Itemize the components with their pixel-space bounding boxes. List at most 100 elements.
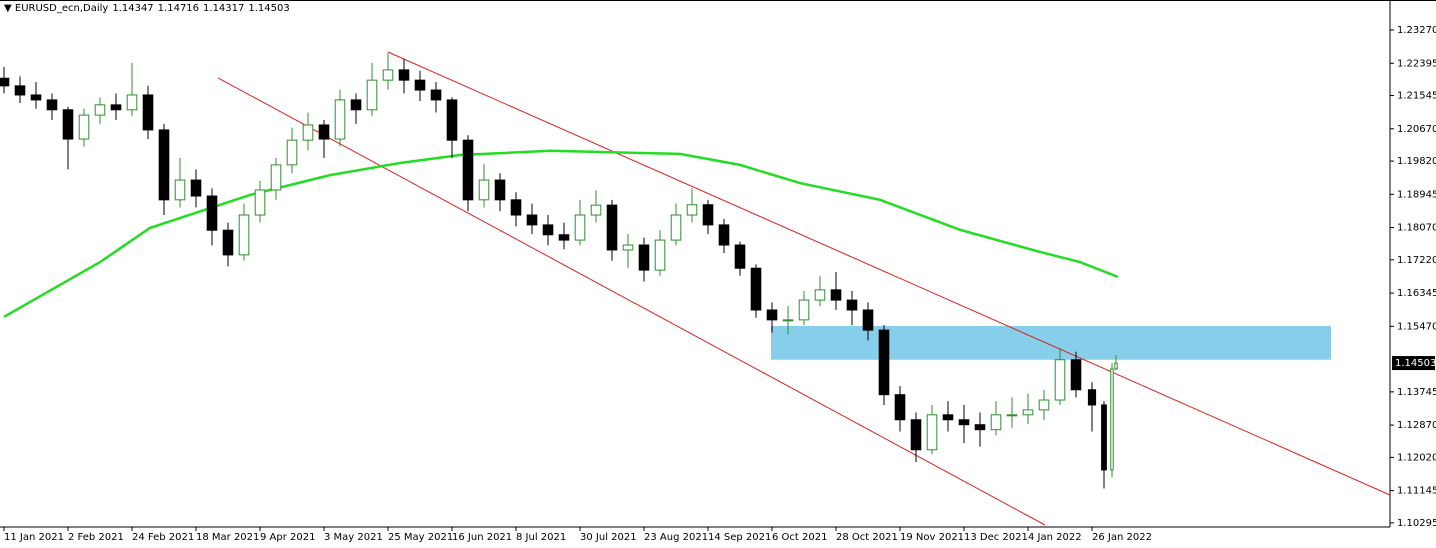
candle-body [686, 204, 698, 216]
candle-body [14, 85, 26, 96]
y-tick-label: 1.18070 [1397, 223, 1436, 234]
candle-body [494, 179, 506, 201]
x-tick-label: 24 Feb 2021 [132, 532, 194, 543]
y-tick-label: 1.15470 [1397, 321, 1436, 332]
trend-line [217, 77, 1046, 526]
candle-body [654, 239, 666, 271]
y-tick-label: 1.10295 [1397, 518, 1436, 529]
y-tick-label: 1.12020 [1397, 452, 1436, 463]
trend-line [387, 51, 1391, 496]
candle-body [942, 414, 954, 421]
ohlc-value: 1.14347 [112, 3, 154, 14]
candle-body [958, 419, 970, 426]
candle-body [126, 94, 138, 111]
x-tick-label: 25 May 2021 [388, 532, 453, 543]
x-tick-label: 6 Oct 2021 [772, 532, 827, 543]
candle-body [734, 244, 746, 269]
y-tick-label: 1.16345 [1397, 288, 1436, 299]
candle-body [1087, 389, 1097, 406]
ohlc-value: 1.14503 [248, 3, 290, 14]
candle-body [766, 309, 778, 321]
candle-body [830, 289, 842, 301]
x-tick-label: 26 Jan 2022 [1092, 532, 1152, 543]
candle-body [1114, 362, 1118, 370]
x-tick-label: 9 Apr 2021 [260, 532, 315, 543]
last-price-box [1392, 356, 1435, 371]
x-tick-label: 18 Mar 2021 [196, 532, 259, 543]
candle-body [1054, 359, 1066, 401]
candle-body [862, 309, 874, 331]
x-tick-label: 30 Jul 2021 [580, 532, 637, 543]
x-tick-label: 13 Dec 2021 [964, 532, 1028, 543]
candle-body [1022, 409, 1034, 416]
candle-body [334, 99, 346, 140]
candle-body [990, 414, 1002, 431]
candle-body [750, 267, 762, 311]
candle-body [974, 424, 986, 431]
candle-body [222, 229, 234, 256]
candle-body [798, 299, 810, 321]
moving-average [3, 149, 1119, 318]
candle-body [926, 414, 938, 451]
candle-body [510, 199, 522, 216]
candle-body [158, 129, 170, 201]
candle-body [478, 179, 490, 201]
y-tick-label: 1.21545 [1397, 91, 1436, 102]
candle-body [190, 179, 202, 197]
candle-body [622, 244, 634, 251]
candle-body [398, 69, 410, 81]
candle-body [1110, 368, 1114, 471]
candle-body [94, 104, 106, 116]
candle-body [142, 94, 154, 131]
x-tick-label: 8 Jul 2021 [516, 532, 566, 543]
y-tick-label: 1.18945 [1397, 189, 1436, 200]
candle-body [718, 224, 730, 246]
candle-body [270, 164, 282, 191]
symbol-title: EURUSD_ecn,Daily [14, 3, 109, 14]
candle-body [1006, 414, 1018, 417]
y-tick-label: 1.20670 [1397, 124, 1436, 135]
candle-body [846, 299, 858, 311]
candle-body [350, 99, 362, 111]
x-tick-label: 16 Jun 2021 [452, 532, 512, 543]
x-tick-label: 4 Jan 2022 [1028, 532, 1082, 543]
candle-body [110, 104, 122, 111]
chart-header: ▼ EURUSD_ecn,Daily 1.14347 1.14716 1.14317 1… [4, 3, 290, 14]
candle-body [782, 319, 794, 322]
candle-body [174, 179, 186, 201]
candle-body [670, 214, 682, 241]
candle-body [638, 244, 650, 271]
candle-body [1070, 359, 1082, 391]
candle-body [382, 69, 394, 81]
candle-body [590, 204, 602, 216]
candle-body [446, 99, 458, 141]
candle-body [78, 114, 90, 140]
candle-body [62, 109, 74, 140]
price-zone [771, 325, 1331, 360]
x-tick-label: 11 Jan 2021 [4, 532, 64, 543]
y-tick-label: 1.22395 [1397, 58, 1436, 69]
candle-body [286, 139, 298, 166]
y-tick-label: 1.11145 [1397, 486, 1436, 497]
candle-body [558, 234, 570, 241]
ohlc-value: 1.14317 [203, 3, 245, 14]
candle-body [542, 224, 554, 236]
x-tick-label: 23 Aug 2021 [644, 532, 708, 543]
candle-body [0, 77, 10, 87]
candle-body [878, 329, 890, 396]
candle-body [238, 214, 250, 256]
candle-body [526, 214, 538, 226]
x-tick-label: 14 Sep 2021 [708, 532, 771, 543]
x-tick-label: 19 Nov 2021 [900, 532, 964, 543]
candle-body [1038, 399, 1050, 411]
x-tick-label: 2 Feb 2021 [68, 532, 124, 543]
ohlc-value: 1.14716 [157, 3, 200, 14]
y-tick-label: 1.23270 [1397, 25, 1436, 36]
candle-body [302, 124, 314, 141]
y-tick-label: 1.19820 [1397, 156, 1436, 167]
candle-body [462, 139, 474, 201]
y-tick-label: 1.12870 [1397, 420, 1436, 431]
candle-body [254, 189, 266, 216]
